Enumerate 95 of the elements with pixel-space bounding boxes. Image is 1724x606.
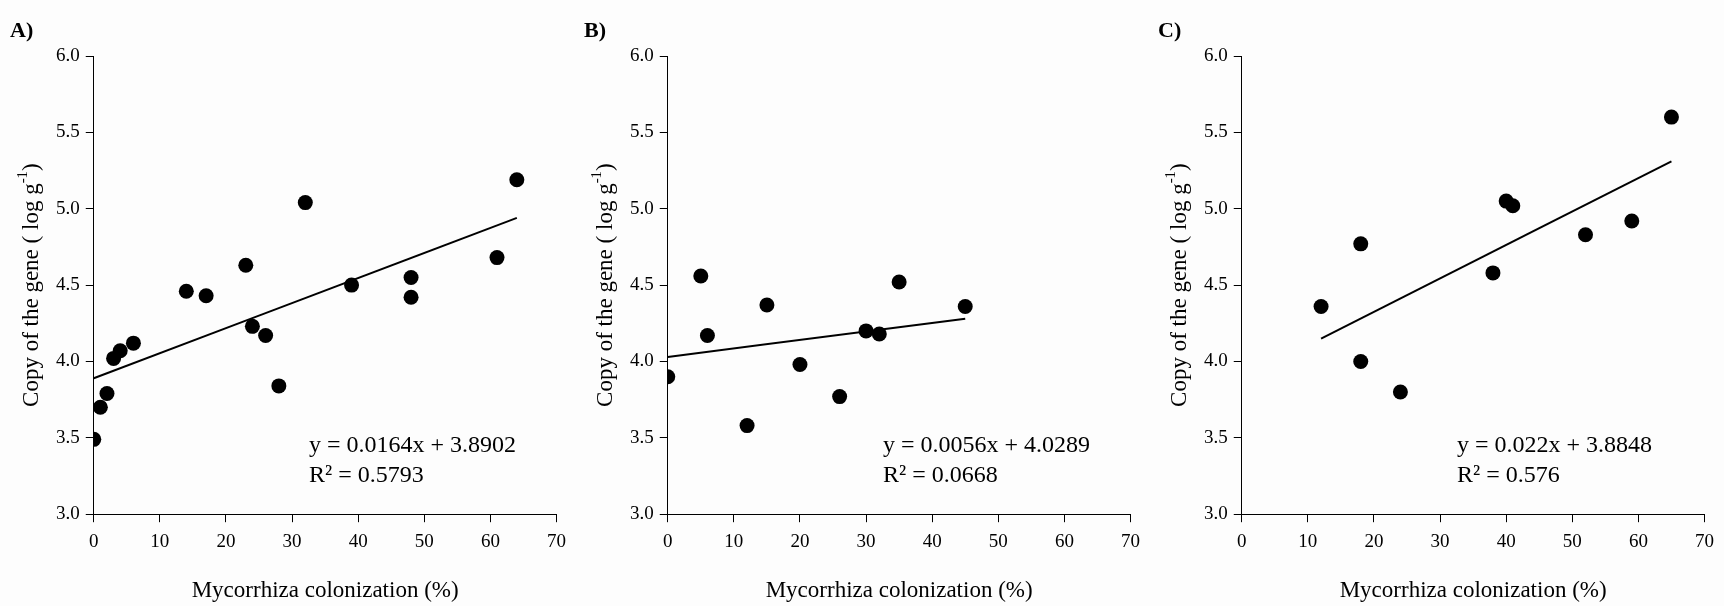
y-tick-label: 5.5 (56, 120, 80, 142)
y-tick-label: 4.5 (630, 273, 654, 295)
annotation: R² = 0.576 (1456, 461, 1560, 488)
point (699, 328, 715, 343)
point (1505, 198, 1521, 214)
point (957, 298, 973, 314)
y-tick-label: 4.5 (56, 273, 80, 295)
x-tick-label: 0 (1237, 529, 1247, 551)
x-tick-label: 50 (414, 529, 434, 551)
point (1353, 236, 1369, 252)
x-tick-label: 60 (1054, 529, 1074, 551)
point (1663, 109, 1679, 125)
x-tick-label: 40 (922, 529, 942, 551)
y-tick-label: 4.0 (630, 349, 654, 371)
x-tick-label: 30 (282, 529, 302, 551)
x-tick-label: 60 (1628, 529, 1648, 551)
annotation: y = 0.0164x + 3.8902 (308, 431, 517, 458)
y-tick-label: 5.0 (1204, 196, 1228, 218)
annotation: y = 0.022x + 3.8848 (1456, 431, 1653, 458)
point (1392, 384, 1408, 400)
point (238, 257, 254, 273)
point (1485, 265, 1501, 281)
y-tick-label: 4.5 (1204, 273, 1228, 295)
y-tick-label: 5.5 (1204, 120, 1228, 142)
y-tick-label: 4.0 (1204, 349, 1228, 371)
x-tick-label: 0 (89, 529, 99, 551)
point (93, 399, 108, 415)
annotation: y = 0.0056x + 4.0289 (882, 431, 1091, 458)
point (832, 389, 848, 405)
point (792, 357, 808, 373)
y-axis-title: Copy of the gene ( log g-1) (587, 163, 618, 407)
x-tick-label: 20 (1364, 529, 1384, 551)
x-tick-label: 60 (480, 529, 500, 551)
point (344, 277, 360, 293)
x-tick-label: 10 (1298, 529, 1318, 551)
y-tick-label: 5.0 (56, 196, 80, 218)
x-tick-label: 0 (663, 529, 673, 551)
point (297, 195, 313, 211)
x-tick-label: 10 (150, 529, 170, 551)
y-axis-title: Copy of the gene ( log g-1) (1161, 163, 1192, 407)
chart-title: C) (1158, 16, 1182, 42)
point (99, 386, 115, 402)
y-tick-label: 4.0 (56, 349, 80, 371)
x-tick-label: 70 (1121, 529, 1140, 551)
x-tick-label: 70 (1695, 529, 1714, 551)
y-tick-label: 3.0 (630, 502, 654, 524)
x-tick-label: 20 (790, 529, 810, 551)
y-tick-label: 5.5 (630, 120, 654, 142)
x-tick-label: 50 (1562, 529, 1582, 551)
y-tick-label: 3.0 (56, 502, 80, 524)
x-tick-label: 30 (1430, 529, 1450, 551)
point (112, 343, 128, 359)
x-tick-label: 30 (856, 529, 876, 551)
x-tick-label: 70 (547, 529, 566, 551)
annotation: R² = 0.5793 (308, 461, 424, 488)
x-tick-label: 40 (1496, 529, 1516, 551)
point (858, 323, 874, 339)
point (871, 326, 887, 342)
y-tick-label: 3.5 (630, 425, 654, 447)
point (403, 289, 419, 305)
point (1578, 227, 1594, 243)
x-tick-label: 20 (216, 529, 236, 551)
y-tick-label: 6.0 (630, 43, 654, 65)
x-axis-title: Mycorrhiza colonization (%) (765, 576, 1033, 602)
point (1353, 353, 1369, 369)
y-tick-label: 3.5 (56, 425, 80, 447)
chart-title: B) (584, 16, 606, 42)
point (1624, 213, 1640, 229)
point (403, 269, 419, 285)
point (739, 418, 755, 434)
point (258, 328, 274, 343)
y-tick-label: 6.0 (56, 43, 80, 65)
y-tick-label: 5.0 (630, 196, 654, 218)
point (509, 172, 525, 188)
y-tick-label: 6.0 (1204, 43, 1228, 65)
point (271, 378, 287, 394)
point (489, 250, 505, 266)
annotation: R² = 0.0668 (882, 461, 998, 488)
y-axis-title: Copy of the gene ( log g-1) (13, 163, 44, 407)
point (693, 268, 709, 284)
point (759, 297, 775, 313)
x-axis-title: Mycorrhiza colonization (%) (1339, 576, 1607, 602)
y-tick-label: 3.0 (1204, 502, 1228, 524)
point (891, 274, 907, 290)
y-tick-label: 3.5 (1204, 425, 1228, 447)
point (244, 318, 260, 334)
point (125, 335, 141, 351)
x-axis-title: Mycorrhiza colonization (%) (191, 576, 459, 602)
point (198, 288, 214, 304)
x-tick-label: 50 (988, 529, 1008, 551)
x-tick-label: 10 (724, 529, 744, 551)
x-tick-label: 40 (348, 529, 368, 551)
chart-title: A) (10, 16, 34, 42)
point (1313, 298, 1329, 314)
point (178, 283, 194, 299)
